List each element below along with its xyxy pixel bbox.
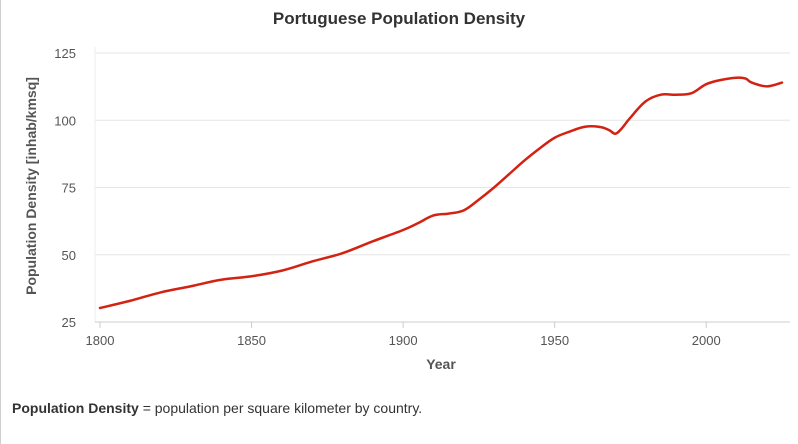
definition-text: = population per square kilometer by cou… [142, 400, 423, 416]
series-layer [98, 76, 784, 310]
x-tick-label: 1900 [389, 333, 418, 348]
definition-term: Population Density [12, 400, 139, 416]
gridlines [94, 47, 790, 322]
x-tick-label: 1950 [540, 333, 569, 348]
y-tick-label: 100 [54, 113, 76, 128]
y-tick-label: 75 [62, 181, 76, 196]
x-tick-label: 2000 [692, 333, 721, 348]
x-tick-label: 1850 [237, 333, 266, 348]
y-tick-label: 25 [62, 315, 76, 330]
x-axis: 1800 1850 1900 1950 2000 [86, 321, 790, 348]
chart: Portuguese Population Density 1800 1850 19… [23, 9, 790, 372]
y-axis-ticks: 25 50 75 100 125 [54, 46, 76, 330]
y-tick-label: 125 [54, 46, 76, 61]
x-tick-label: 1800 [86, 333, 115, 348]
definition-note: Population Density = population per squa… [12, 400, 422, 416]
series-line-0 [98, 76, 784, 310]
y-tick-label: 50 [62, 248, 76, 263]
x-axis-label: Year [426, 356, 456, 372]
y-axis-label: Population Density [inhab/kmsq] [23, 77, 39, 295]
left-border [0, 0, 1, 444]
chart-title: Portuguese Population Density [273, 9, 526, 28]
